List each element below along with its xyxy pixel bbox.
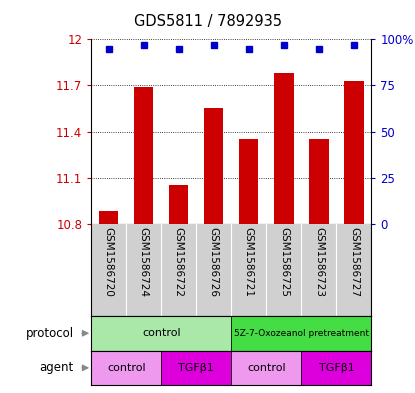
Text: agent: agent — [39, 361, 74, 375]
Bar — [232, 316, 371, 351]
Text: GSM1586724: GSM1586724 — [139, 226, 149, 296]
Bar — [301, 351, 371, 385]
Text: control: control — [247, 363, 286, 373]
Bar — [239, 139, 259, 224]
Text: GSM1586727: GSM1586727 — [349, 226, 359, 296]
Bar — [169, 185, 188, 224]
Text: GSM1586720: GSM1586720 — [104, 226, 114, 296]
Bar — [309, 139, 329, 224]
Text: GSM1586723: GSM1586723 — [314, 226, 324, 296]
Bar — [204, 108, 224, 224]
Text: GSM1586721: GSM1586721 — [244, 226, 254, 296]
Text: GDS5811 / 7892935: GDS5811 / 7892935 — [134, 14, 281, 29]
Text: TGFβ1: TGFβ1 — [319, 363, 354, 373]
Bar — [99, 211, 118, 224]
Text: GSM1586725: GSM1586725 — [279, 226, 289, 296]
Text: GSM1586722: GSM1586722 — [174, 226, 184, 296]
Bar — [134, 87, 154, 224]
Text: protocol: protocol — [26, 327, 74, 340]
Bar — [161, 351, 232, 385]
Bar — [232, 351, 301, 385]
Bar — [344, 81, 364, 224]
Text: control: control — [142, 328, 181, 338]
Text: GSM1586726: GSM1586726 — [209, 226, 219, 296]
Text: TGFβ1: TGFβ1 — [178, 363, 214, 373]
Bar — [274, 73, 293, 224]
Bar — [91, 351, 161, 385]
Bar — [91, 316, 232, 351]
Text: control: control — [107, 363, 146, 373]
Text: 5Z-7-Oxozeanol pretreatment: 5Z-7-Oxozeanol pretreatment — [234, 329, 369, 338]
